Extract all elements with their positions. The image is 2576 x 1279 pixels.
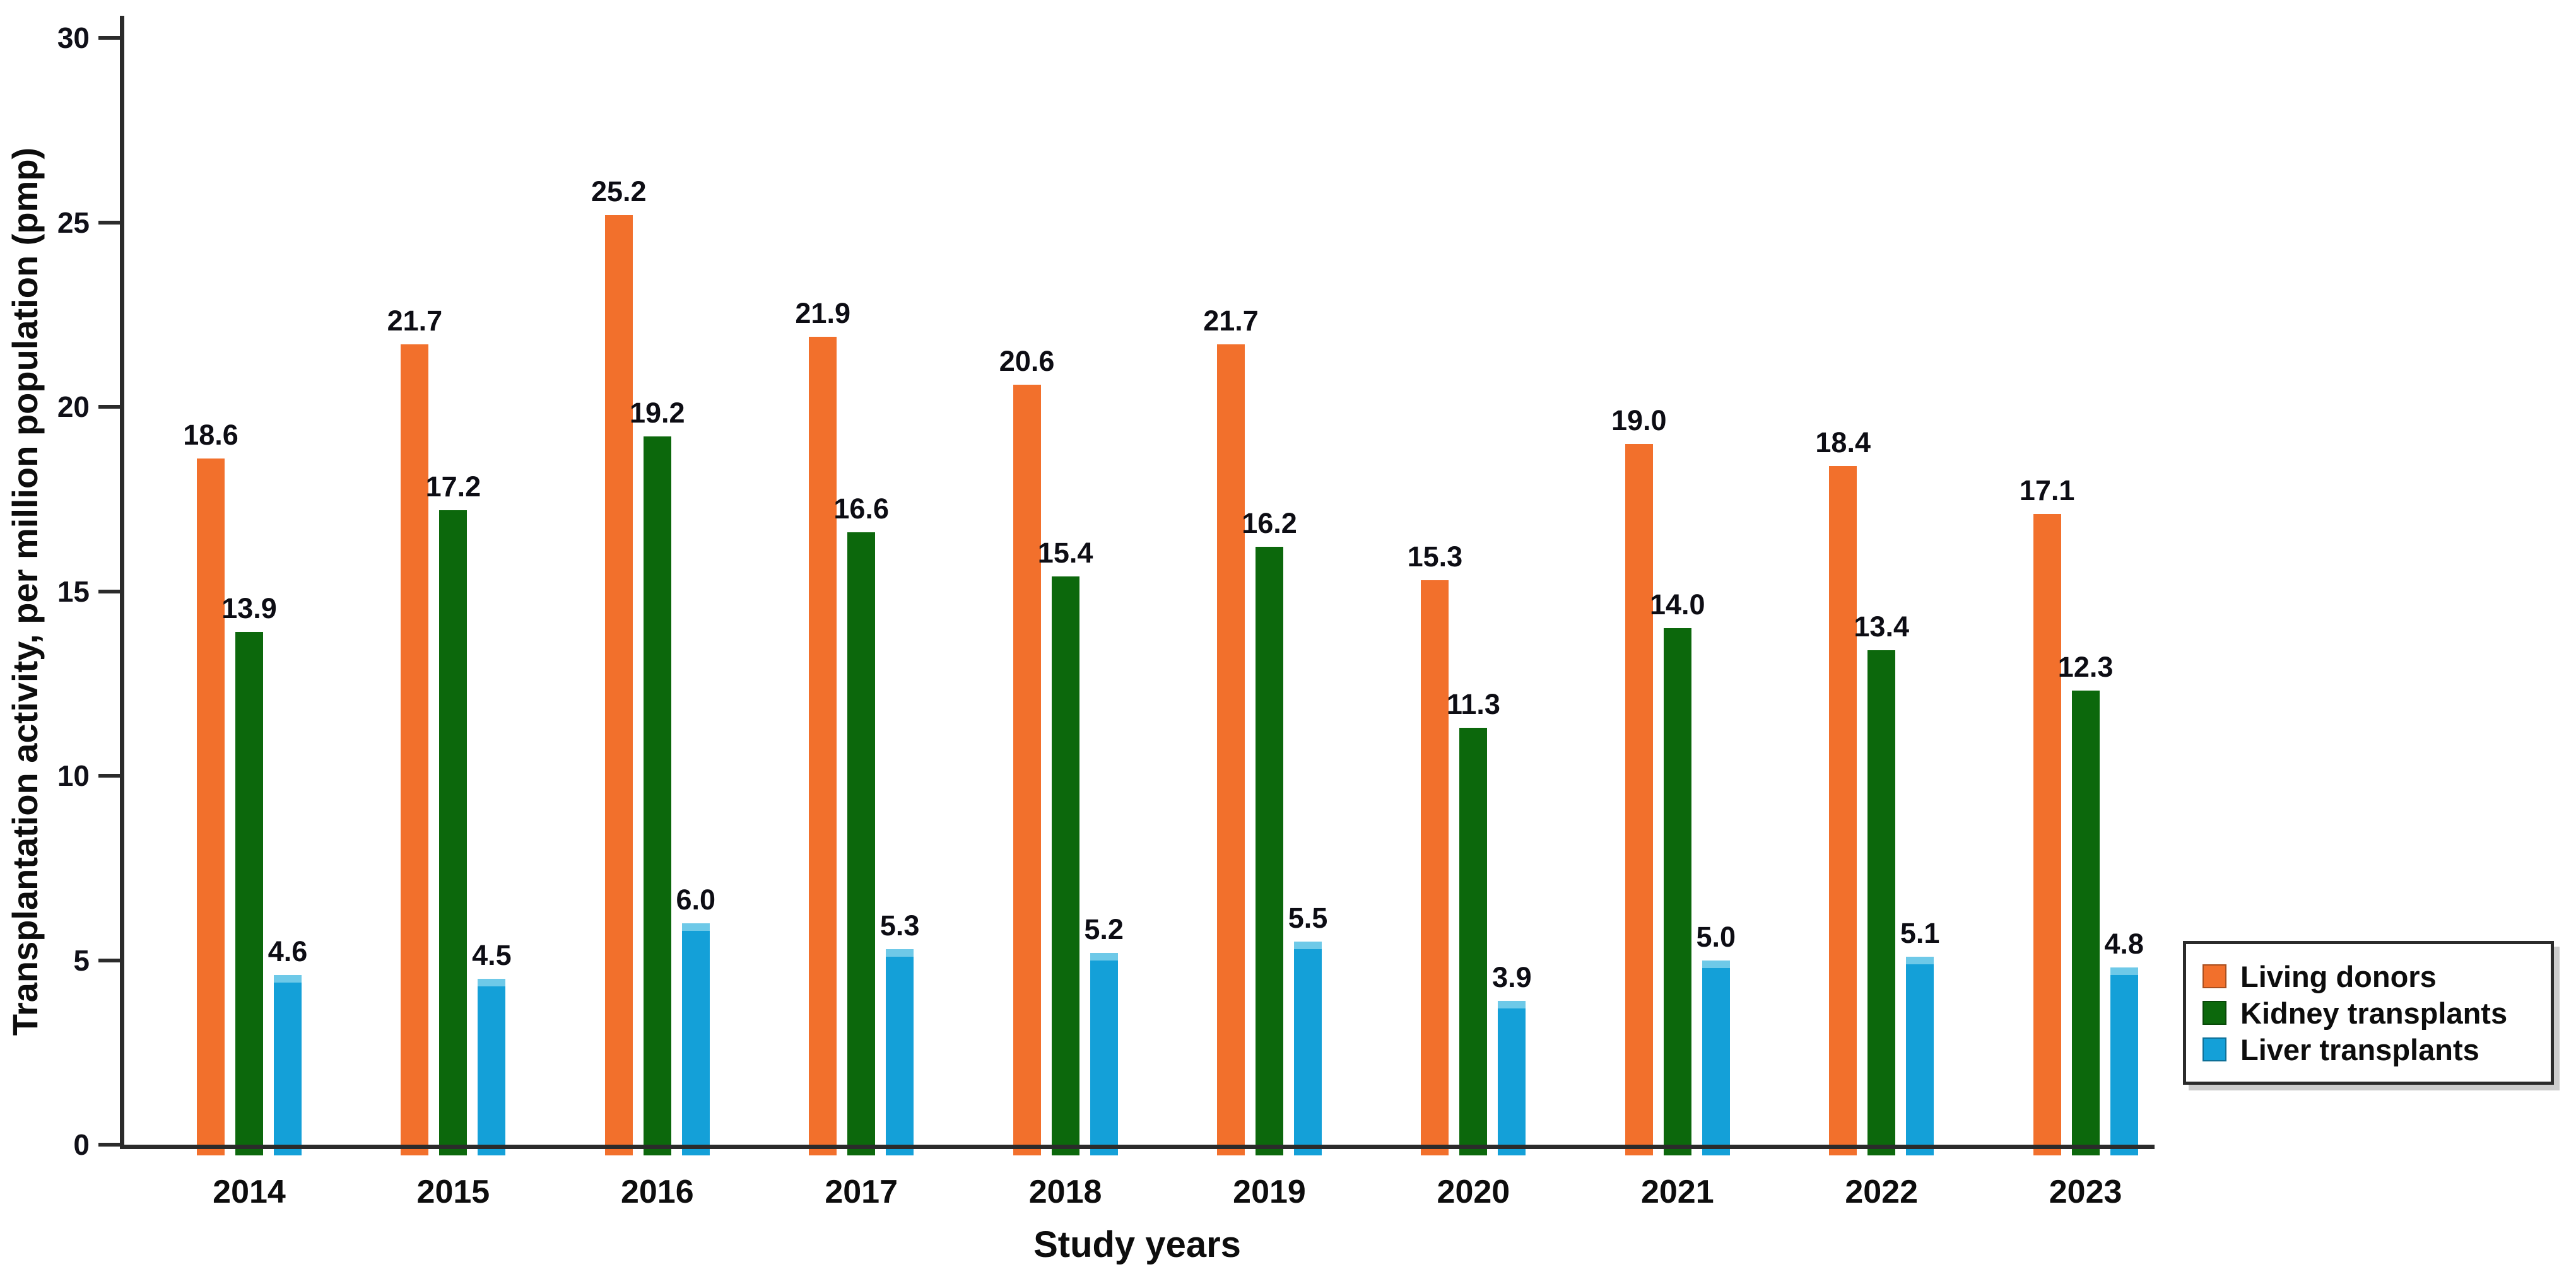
bar-liver-transplants-2018: [1090, 952, 1118, 1155]
value-label-liver-transplants-2015: 4.5: [472, 938, 512, 971]
x-tick-label-2018: 2018: [1028, 1174, 1102, 1210]
value-label-living-donors-2019: 21.7: [1203, 304, 1259, 337]
value-label-living-donors-2021: 19.0: [1611, 404, 1667, 436]
value-label-kidney-transplants-2020: 11.3: [1446, 687, 1500, 720]
bar-liver-transplants-2019: [1294, 942, 1322, 1155]
bar-living-donors-2023: [2033, 513, 2061, 1155]
y-tick-20: [98, 405, 120, 409]
x-axis-line: [120, 1145, 2155, 1149]
bar-kidney-transplants-2018: [1051, 576, 1079, 1155]
legend-label-liver-transplants: Liver transplants: [2240, 1032, 2479, 1066]
bar-kidney-transplants-2020: [1459, 727, 1488, 1155]
value-label-liver-transplants-2014: 4.6: [268, 935, 308, 967]
x-tick-label-2019: 2019: [1233, 1174, 1306, 1210]
y-tick-30: [98, 36, 120, 40]
bar-kidney-transplants-2023: [2071, 691, 2100, 1155]
value-label-living-donors-2017: 21.9: [795, 296, 850, 329]
value-label-living-donors-2014: 18.6: [183, 418, 238, 451]
value-label-kidney-transplants-2017: 16.6: [833, 492, 889, 525]
y-tick-0: [98, 1143, 120, 1147]
value-label-liver-transplants-2019: 5.5: [1288, 902, 1328, 935]
bar-living-donors-2017: [809, 336, 837, 1155]
y-tick-15: [98, 589, 120, 593]
bar-liver-transplants-2017: [886, 949, 914, 1155]
bar-liver-transplants-2020: [1498, 1000, 1526, 1155]
value-label-living-donors-2022: 18.4: [1815, 426, 1871, 458]
bar-living-donors-2014: [197, 458, 225, 1155]
bar-kidney-transplants-2016: [643, 436, 671, 1155]
value-label-living-donors-2023: 17.1: [2019, 474, 2075, 506]
legend-swatch-kidney-transplants: [2203, 1001, 2226, 1025]
bar-kidney-transplants-2014: [235, 631, 263, 1155]
bar-living-donors-2021: [1625, 443, 1653, 1155]
value-label-kidney-transplants-2023: 12.3: [2057, 651, 2114, 684]
x-tick-label-2014: 2014: [213, 1174, 286, 1210]
y-tick-label-20: 20: [57, 390, 90, 423]
bar-living-donors-2018: [1013, 384, 1041, 1155]
bar-liver-transplants-2015: [478, 978, 506, 1155]
y-tick-label-25: 25: [57, 206, 90, 239]
value-label-living-donors-2018: 20.6: [999, 344, 1055, 377]
x-axis-title: Study years: [1033, 1224, 1241, 1265]
legend-label-living-donors: Living donors: [2240, 959, 2437, 993]
y-tick-label-5: 5: [73, 943, 90, 977]
x-tick-label-2020: 2020: [1437, 1174, 1510, 1210]
value-label-liver-transplants-2016: 6.0: [676, 884, 716, 916]
bar-liver-transplants-2021: [1702, 960, 1730, 1155]
value-label-kidney-transplants-2021: 14.0: [1650, 588, 1705, 621]
legend-label-kidney-transplants: Kidney transplants: [2240, 996, 2508, 1030]
legend: Living donors Kidney transplants Liver tra…: [2183, 941, 2554, 1085]
legend-items: Living donors Kidney transplants Liver tra…: [2203, 958, 2534, 1068]
bar-liver-transplants-2022: [1906, 956, 1934, 1155]
value-label-living-donors-2016: 25.2: [591, 175, 647, 207]
legend-item-liver-transplants: Liver transplants: [2203, 1031, 2534, 1068]
value-label-living-donors-2015: 21.7: [387, 304, 443, 337]
bar-living-donors-2019: [1217, 344, 1245, 1155]
legend-swatch-living-donors: [2203, 964, 2226, 988]
y-tick-label-10: 10: [57, 759, 90, 792]
x-tick-label-2016: 2016: [620, 1174, 694, 1210]
bar-living-donors-2015: [401, 344, 429, 1155]
x-tick-label-2023: 2023: [2049, 1174, 2122, 1210]
bar-living-donors-2020: [1421, 580, 1449, 1155]
value-label-kidney-transplants-2016: 19.2: [630, 396, 685, 429]
y-axis-line: [120, 16, 124, 1149]
value-label-liver-transplants-2018: 5.2: [1084, 913, 1124, 945]
y-tick-25: [98, 220, 120, 225]
bar-kidney-transplants-2017: [847, 532, 876, 1155]
legend-item-kidney-transplants: Kidney transplants: [2203, 995, 2534, 1031]
bar-liver-transplants-2023: [2110, 967, 2138, 1155]
legend-swatch-liver-transplants: [2203, 1037, 2226, 1061]
value-label-liver-transplants-2017: 5.3: [879, 909, 920, 942]
y-tick-5: [98, 958, 120, 962]
x-tick-label-2017: 2017: [825, 1174, 898, 1210]
bar-liver-transplants-2014: [274, 974, 302, 1155]
bar-kidney-transplants-2019: [1256, 547, 1283, 1155]
bar-living-donors-2016: [604, 214, 633, 1155]
y-tick-label-30: 30: [57, 21, 90, 54]
x-tick-label-2022: 2022: [1845, 1174, 1919, 1210]
value-label-kidney-transplants-2014: 13.9: [221, 592, 277, 624]
legend-item-living-donors: Living donors: [2203, 958, 2534, 995]
y-tick-10: [98, 774, 120, 778]
value-label-kidney-transplants-2015: 17.2: [425, 470, 481, 503]
value-label-kidney-transplants-2022: 13.4: [1854, 610, 1909, 643]
value-label-liver-transplants-2021: 5.0: [1696, 920, 1736, 953]
value-label-kidney-transplants-2018: 15.4: [1037, 537, 1093, 569]
value-label-liver-transplants-2022: 5.1: [1900, 916, 1940, 949]
value-label-kidney-transplants-2019: 16.2: [1242, 507, 1297, 540]
y-tick-label-15: 15: [57, 575, 90, 608]
bar-living-donors-2022: [1829, 465, 1857, 1155]
x-tick-label-2015: 2015: [416, 1174, 490, 1210]
bar-liver-transplants-2016: [681, 923, 710, 1155]
value-label-living-donors-2020: 15.3: [1407, 540, 1463, 573]
x-tick-label-2021: 2021: [1640, 1174, 1714, 1210]
bar-kidney-transplants-2022: [1867, 650, 1896, 1155]
value-label-liver-transplants-2020: 3.9: [1492, 961, 1532, 993]
bar-kidney-transplants-2015: [439, 510, 468, 1155]
value-label-liver-transplants-2023: 4.8: [2104, 928, 2144, 961]
bar-kidney-transplants-2021: [1663, 628, 1691, 1155]
y-tick-label-0: 0: [73, 1128, 90, 1161]
